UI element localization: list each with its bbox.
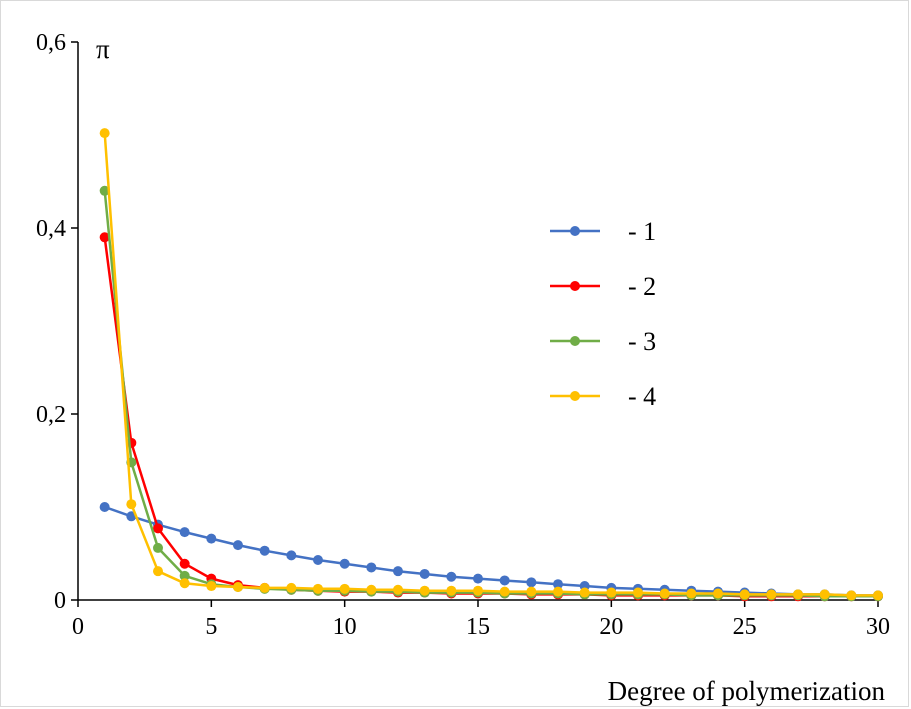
data-point: [579, 587, 590, 598]
data-point: [553, 586, 563, 597]
data-point: [526, 577, 537, 588]
data-point: [313, 583, 323, 594]
legend-item: - 3: [550, 327, 656, 356]
data-point: [446, 585, 457, 596]
x-tick-label: 15: [466, 614, 490, 640]
legend-label: - 4: [628, 382, 656, 411]
data-point: [713, 588, 723, 599]
legend-marker: [570, 226, 580, 236]
y-ticks: 0 0,2 0,4 0,6: [36, 30, 78, 614]
data-point: [179, 527, 190, 538]
data-point: [633, 587, 643, 598]
legend-label: - 1: [628, 217, 656, 246]
legend-item: - 4: [550, 382, 656, 411]
data-point: [819, 589, 830, 600]
data-point: [393, 566, 403, 577]
legend-marker: [570, 336, 580, 346]
data-point: [233, 540, 243, 551]
data-point: [259, 582, 270, 593]
legend-label: - 3: [628, 327, 656, 356]
data-point: [499, 575, 510, 586]
data-point: [153, 542, 163, 553]
data-point: [739, 589, 750, 600]
data-point: [99, 232, 110, 243]
data-point: [766, 589, 777, 600]
data-point: [99, 502, 110, 512]
series-line: [103, 190, 878, 598]
data-point: [179, 558, 190, 569]
x-tick-label: 20: [599, 614, 623, 640]
x-tick-label: 30: [866, 614, 890, 640]
legend-marker: [570, 281, 580, 291]
data-point: [473, 585, 483, 596]
data-point: [499, 586, 510, 597]
x-axis-title: Degree of polymerization: [608, 676, 886, 706]
data-point: [793, 589, 803, 600]
data-point: [153, 523, 163, 534]
data-point: [286, 582, 297, 593]
x-tick-label: 10: [333, 614, 357, 640]
data-point: [206, 533, 217, 544]
data-point: [99, 128, 110, 139]
series-2: [99, 232, 883, 602]
data-point: [286, 550, 297, 561]
x-tick-label: 5: [205, 614, 217, 640]
x-tick-label: 25: [733, 614, 757, 640]
data-point: [606, 587, 617, 598]
x-ticks: 0 5 10 15 20 25 30: [72, 600, 890, 640]
y-tick-label: 0: [54, 588, 66, 614]
axes: [77, 42, 878, 601]
data-point: [473, 573, 483, 584]
data-point: [313, 555, 323, 566]
series-layer: [99, 128, 883, 602]
data-point: [339, 558, 350, 569]
data-point: [126, 499, 137, 510]
y-tick-label: 0,2: [36, 402, 66, 428]
legend-marker: [570, 391, 580, 401]
series-line: [103, 237, 878, 598]
data-point: [339, 583, 350, 594]
data-point: [366, 562, 377, 573]
y-tick-label: 0,4: [36, 216, 66, 242]
series-4: [99, 128, 883, 601]
series-line: [103, 133, 878, 597]
y-tick-label: 0,6: [36, 30, 66, 56]
x-tick-label: 0: [72, 614, 84, 640]
data-point: [553, 579, 563, 590]
data-point: [419, 585, 430, 596]
data-point: [206, 581, 217, 592]
legend: - 1 - 2 - 3 - 4: [550, 217, 656, 411]
legend-item: - 1: [550, 217, 656, 246]
data-point: [846, 590, 857, 601]
data-point: [366, 584, 377, 595]
data-point: [179, 578, 190, 589]
data-point: [259, 545, 270, 556]
data-point: [873, 590, 883, 601]
data-point: [179, 570, 190, 581]
y-axis-title: π: [96, 34, 110, 64]
data-point: [686, 588, 697, 599]
data-point: [419, 568, 430, 579]
data-point: [153, 566, 163, 577]
data-point: [233, 581, 243, 592]
legend-label: - 2: [628, 272, 656, 301]
data-point: [659, 588, 670, 599]
data-point: [99, 185, 110, 196]
data-point: [393, 584, 403, 595]
legend-item: - 2: [550, 272, 656, 301]
data-point: [446, 571, 457, 582]
data-point: [526, 586, 537, 597]
